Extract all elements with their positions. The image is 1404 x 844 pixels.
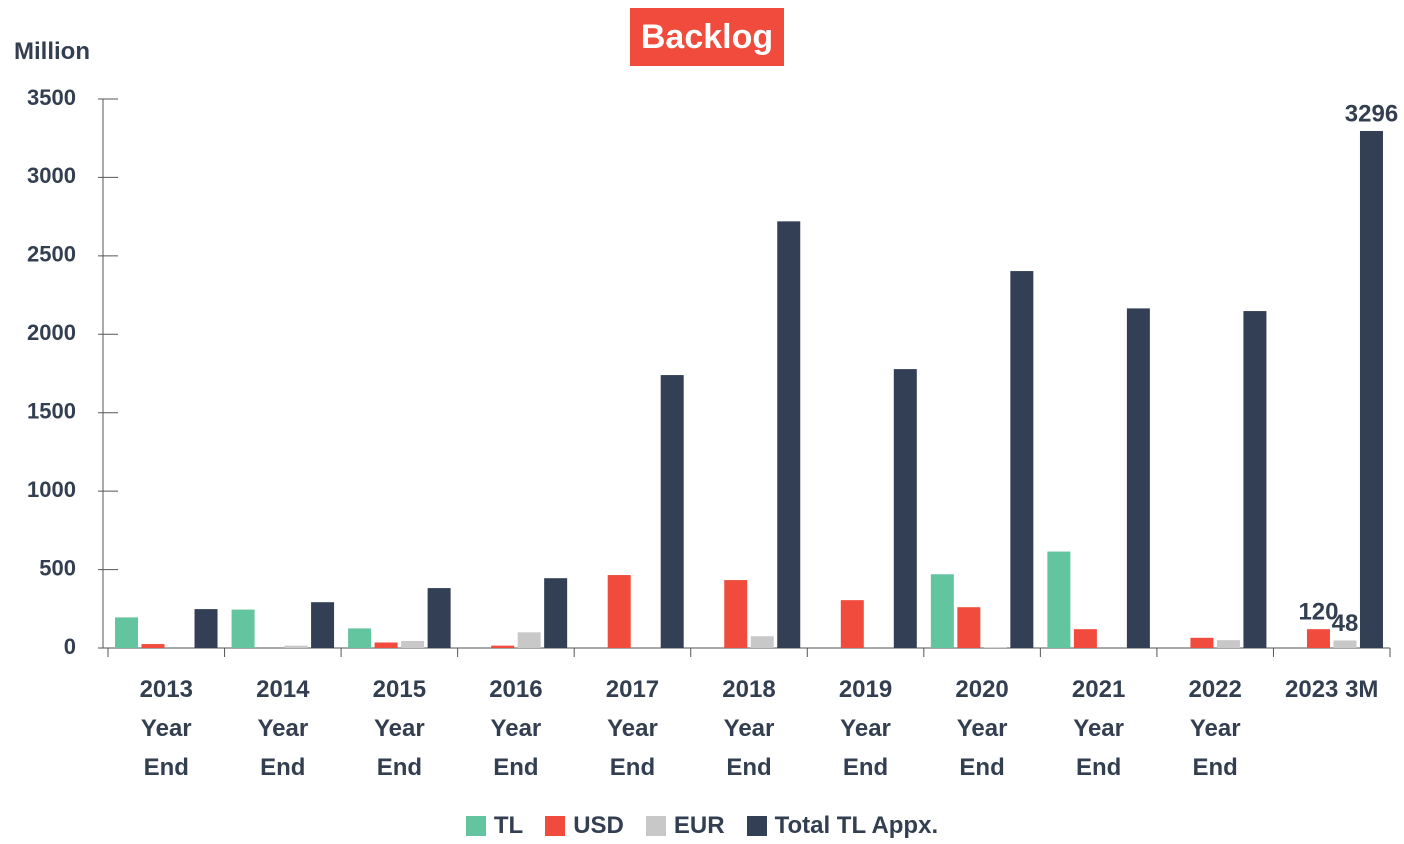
data-label: 48 <box>1332 610 1359 637</box>
x-tick-label: 2014 Year End <box>256 676 310 781</box>
x-tick-label: 2013 Year End <box>139 676 193 781</box>
y-tick-label: 1000 <box>27 477 76 502</box>
chart-title: Backlog <box>630 8 784 66</box>
legend-label: TL <box>493 812 524 839</box>
bar <box>401 640 425 648</box>
bar <box>284 645 308 648</box>
legend-swatch <box>645 816 666 836</box>
y-tick-label: 0 <box>64 634 76 659</box>
legend-label: EUR <box>673 812 725 839</box>
legend-swatch <box>545 816 566 836</box>
x-tick-label: 2023 3M <box>1285 676 1379 703</box>
bar <box>1073 629 1097 648</box>
bar <box>1243 311 1267 648</box>
bar <box>930 574 954 648</box>
y-tick-label: 2000 <box>27 320 76 345</box>
x-tick-label: 2019 Year End <box>838 676 893 781</box>
data-label: 120 <box>1298 599 1338 626</box>
legend: TL USD EUR Total TL Appx. <box>0 812 1404 840</box>
bar <box>491 645 515 648</box>
bar <box>141 644 165 648</box>
y-tick-label: 500 <box>39 555 76 580</box>
bar <box>724 580 748 648</box>
x-tick-label: 2017 Year End <box>605 676 660 781</box>
legend-item: USD <box>545 812 624 840</box>
bar <box>544 578 568 648</box>
x-tick-label: 2022 Year End <box>1188 676 1242 781</box>
legend-item: TL <box>465 812 524 840</box>
x-tick-label: 2016 Year End <box>489 676 543 781</box>
bar <box>517 632 541 648</box>
x-tick-label: 2015 Year End <box>372 676 427 781</box>
bar <box>957 607 981 648</box>
x-tick-label: 2021 Year End <box>1071 676 1126 781</box>
bar <box>348 628 372 648</box>
bar <box>115 617 139 648</box>
bar <box>231 609 255 648</box>
bar <box>194 609 218 648</box>
bar <box>1359 130 1383 649</box>
legend-label: USD <box>573 812 624 839</box>
bar <box>1333 640 1357 648</box>
bar <box>1306 629 1330 648</box>
bar <box>311 602 335 648</box>
legend-swatch <box>465 816 486 836</box>
bar <box>1010 271 1034 648</box>
y-tick-label: 3000 <box>27 163 76 188</box>
x-tick-label: 2020 Year End <box>955 676 1009 781</box>
x-tick-label: 2018 Year End <box>722 676 776 781</box>
bar <box>1216 640 1240 648</box>
bar <box>1047 551 1071 648</box>
legend-label: Total TL Appx. <box>774 812 939 839</box>
bar <box>1126 308 1150 648</box>
legend-swatch <box>746 816 767 836</box>
bar <box>660 375 684 648</box>
data-label: 3296 <box>1345 100 1398 127</box>
y-tick-label: 2500 <box>27 242 76 267</box>
y-tick-label: 3500 <box>27 85 76 110</box>
bar <box>607 575 631 648</box>
bar <box>893 369 917 648</box>
bar <box>750 636 774 648</box>
bar <box>1190 637 1214 648</box>
bar <box>427 588 451 648</box>
bar <box>983 647 1007 648</box>
bar <box>840 600 864 648</box>
legend-item: Total TL Appx. <box>746 812 939 840</box>
legend-item: EUR <box>645 812 725 840</box>
y-tick-label: 1500 <box>27 399 76 424</box>
bar <box>374 642 398 648</box>
bar <box>777 221 801 648</box>
y-axis-label: Million <box>14 38 90 65</box>
